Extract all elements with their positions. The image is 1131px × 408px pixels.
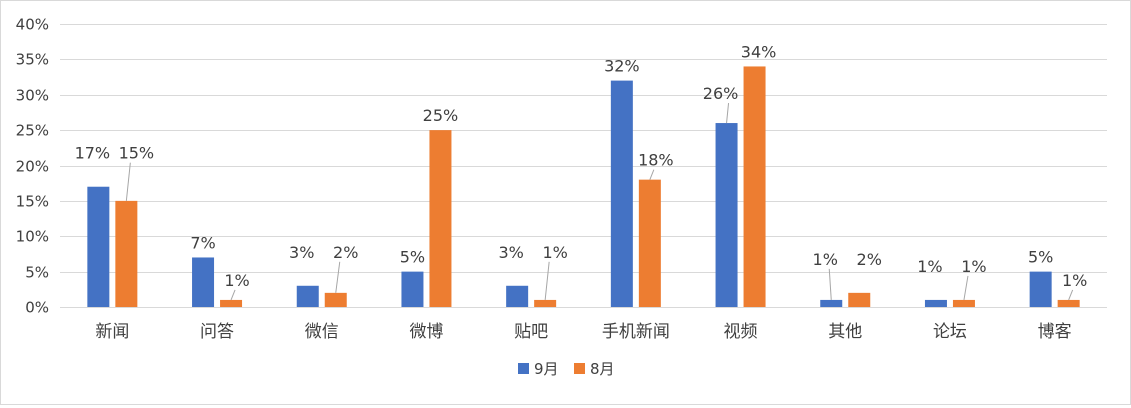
bar-series1: [192, 257, 215, 307]
x-category-label: 手机新闻: [602, 322, 670, 342]
gridlines: [60, 24, 1107, 308]
label-leader-line: [335, 261, 341, 293]
data-label-series2: 1%: [224, 271, 249, 290]
bar-series2: [534, 299, 557, 307]
label-leader-line: [828, 268, 832, 300]
y-tick-label: 15%: [16, 193, 49, 211]
data-label-series2: 18%: [638, 151, 674, 170]
bar-series2: [848, 292, 871, 307]
legend: 9月 8月: [518, 360, 615, 378]
bar-series2: [1057, 299, 1080, 307]
label-leader-lines: [125, 103, 1074, 301]
bars: [87, 66, 1080, 307]
data-label-series1: 17%: [75, 144, 111, 163]
data-label-series2: 1%: [1062, 271, 1087, 290]
bar-series1: [820, 299, 843, 307]
x-category-label: 贴吧: [514, 322, 548, 342]
bar-series1: [924, 299, 947, 307]
x-category-label: 问答: [200, 322, 234, 342]
data-label-series2: 1%: [542, 243, 567, 262]
data-label-series1: 32%: [604, 57, 640, 76]
data-label-series2: 2%: [333, 243, 358, 262]
y-tick-label: 20%: [16, 158, 49, 176]
legend-label: 9月: [534, 360, 559, 378]
x-category-label: 微信: [305, 322, 339, 342]
bar-series2: [324, 292, 347, 307]
label-leader-line: [649, 169, 655, 180]
bar-series1: [401, 271, 424, 307]
x-category-label: 其他: [828, 322, 862, 342]
bar-series1: [87, 186, 110, 307]
data-label-series1: 26%: [703, 84, 739, 103]
label-leader-line: [1068, 289, 1074, 301]
x-category-label: 新闻: [95, 322, 129, 342]
x-category-label: 博客: [1038, 322, 1072, 342]
data-label-series2: 1%: [961, 257, 986, 276]
x-category-label: 视频: [724, 322, 758, 342]
data-label-series1: 1%: [917, 257, 942, 276]
bar-series2: [952, 299, 975, 307]
y-tick-label: 35%: [16, 51, 49, 69]
y-tick-label: 5%: [25, 264, 49, 282]
bar-series1: [506, 285, 529, 307]
bar-series2: [429, 130, 452, 307]
label-leader-line: [230, 289, 236, 301]
y-tick-label: 40%: [16, 16, 49, 34]
bar-series1: [1029, 271, 1052, 307]
legend-swatch: [574, 363, 585, 374]
data-label-series1: 3%: [498, 243, 523, 262]
data-label-series1: 7%: [190, 233, 215, 252]
data-label-series1: 3%: [289, 243, 314, 262]
x-category-label: 论坛: [933, 322, 967, 342]
bar-series2: [638, 179, 661, 307]
bar-series1: [715, 123, 738, 307]
y-tick-label: 25%: [16, 122, 49, 140]
label-leader-line: [963, 275, 969, 301]
bar-series1: [296, 285, 319, 307]
legend-swatch: [518, 363, 529, 374]
x-axis-categories: 新闻 问答 微信 微博 贴吧 手机新闻 视频 其他 论坛 博客: [95, 322, 1071, 342]
data-label-series1: 5%: [400, 248, 425, 267]
label-leader-line: [726, 103, 730, 124]
data-label-series1: 5%: [1028, 248, 1053, 267]
label-leader-line: [125, 162, 131, 201]
bar-series1: [610, 80, 633, 307]
bar-series2: [220, 299, 243, 307]
y-tick-label: 30%: [16, 87, 49, 105]
bar-series2: [115, 200, 138, 307]
y-tick-label: 10%: [16, 228, 49, 246]
y-tick-label: 0%: [25, 299, 49, 317]
y-axis-ticks: 0% 5% 10% 15% 20% 25% 30% 35% 40%: [16, 16, 49, 317]
bar-series2: [743, 66, 766, 307]
data-label-series2: 34%: [741, 42, 777, 61]
data-label-series1: 1%: [813, 250, 838, 269]
data-label-series2: 25%: [423, 106, 459, 125]
data-labels: 17% 15% 7% 1% 3% 2% 5% 25% 3% 1% 32% 18% 26% 34% 1% 2% 1…: [75, 42, 1088, 289]
x-category-label: 微博: [409, 322, 443, 342]
data-label-series2: 15%: [119, 144, 155, 163]
label-leader-line: [544, 261, 550, 300]
data-label-series2: 2%: [857, 250, 882, 269]
legend-label: 8月: [590, 360, 615, 378]
